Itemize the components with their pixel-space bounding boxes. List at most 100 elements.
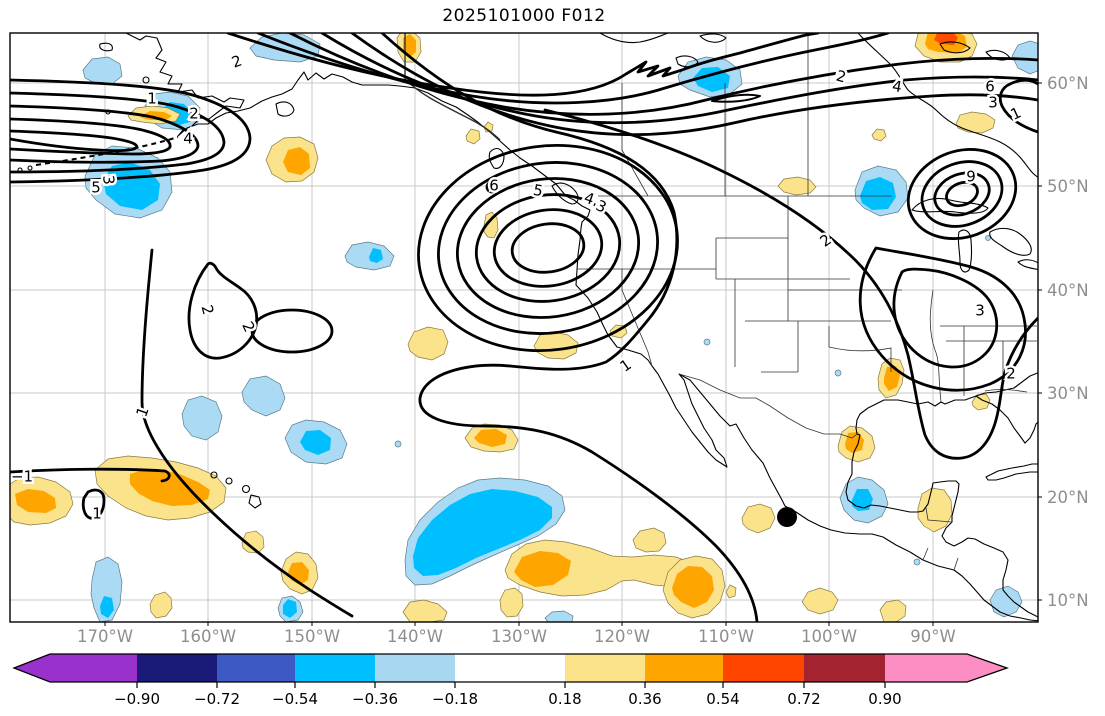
colorbar-tick-label: 0.18 — [548, 690, 581, 708]
negative-anomaly-patches-shape — [181, 395, 223, 441]
positive-anomaly-cores-shape — [403, 34, 416, 57]
coastlines — [17, 33, 1038, 622]
contour-lines-shape — [858, 246, 1027, 392]
positive-anomaly-patches-shape — [879, 599, 907, 622]
positive-anomaly-patches-shape — [483, 211, 499, 239]
colorbar-segment — [217, 654, 295, 682]
contour-label: 1 — [1008, 103, 1024, 123]
colorbar-segment — [50, 654, 137, 682]
contour-lines-shape — [510, 222, 586, 274]
coastlines-shape — [699, 33, 727, 43]
contour-lines-shape — [10, 78, 252, 184]
colorbar-tick-label: −0.90 — [114, 690, 160, 708]
x-tick-label: 100°W — [801, 627, 857, 646]
negative-anomaly-cores-shape — [300, 430, 331, 455]
x-tick-label: 170°W — [77, 627, 133, 646]
positive-anomaly-patches-shape — [241, 530, 265, 554]
contour-label: 1 — [617, 355, 635, 375]
negative-anomaly-cores-shape — [283, 599, 297, 618]
coastlines-shape — [845, 395, 1038, 618]
positive-anomaly-cores-shape — [140, 111, 172, 120]
state-province-borders-shape — [828, 346, 892, 372]
positive-anomaly-cores-shape — [130, 469, 210, 506]
contour-label: 9 — [966, 168, 976, 186]
positive-anomaly-patches-shape — [725, 584, 737, 599]
contour-label: 3 — [988, 94, 998, 112]
y-tick-label: 10°N — [1047, 591, 1089, 610]
y-tick-label: 40°N — [1047, 281, 1089, 300]
contour-lines-shape — [320, 33, 1038, 125]
positive-anomaly-patches-shape — [955, 111, 996, 134]
colorbar-segment — [295, 654, 375, 682]
positive-anomaly-patches-shape — [465, 128, 481, 145]
coastlines-shape — [99, 42, 113, 52]
colorbar-segment — [723, 654, 804, 682]
negative-anomaly-cores-shape — [103, 162, 160, 210]
colorbar-segment — [565, 654, 645, 682]
coastlines-shape — [957, 229, 973, 273]
contour-lines-shape — [474, 193, 622, 303]
contour-lines-shape — [10, 129, 139, 153]
coastlines-shape — [35, 136, 179, 166]
colorbar-right-arrow — [967, 654, 1007, 682]
contour-label: 3 — [975, 302, 985, 320]
positive-anomaly-patches-shape — [801, 587, 839, 615]
coastlines-shape — [1017, 259, 1038, 271]
chart-title: 2025101000 F012 — [442, 6, 606, 26]
positive-anomaly-patches-shape — [777, 176, 817, 196]
colorbar-segment — [645, 654, 723, 682]
coastlines-shape — [241, 484, 251, 494]
contour-lines-shape — [920, 160, 1004, 228]
positive-anomaly-patches-shape — [407, 326, 449, 361]
colorbar-segment — [455, 654, 565, 682]
contour-lines-shape — [10, 91, 226, 174]
x-tick-label: 90°W — [910, 627, 956, 646]
y-tick-label: 60°N — [1047, 74, 1089, 93]
positive-anomaly-patches-shape — [632, 527, 667, 553]
y-tick-label: 20°N — [1047, 488, 1089, 507]
contour-label: −1 — [11, 468, 33, 486]
negative-anomaly-cores — [100, 67, 896, 618]
colorbar-tick-label: 0.90 — [868, 690, 901, 708]
coastlines-shape — [599, 33, 669, 44]
contour-lines-shape — [543, 108, 1038, 460]
colorbar-tick-label: −0.54 — [272, 690, 318, 708]
axis-tick-labels: 170°W 160°W 150°W 140°W 130°W 120°W 110°W 100°W… — [77, 74, 1089, 646]
contour-label: 1 — [92, 505, 102, 523]
negative-anomaly-cores-shape — [369, 248, 383, 263]
coastlines-shape — [985, 463, 1038, 481]
contour-lines-shape — [711, 93, 761, 103]
negative-anomaly-patches-shape — [913, 558, 921, 566]
contour-lines-shape — [140, 248, 354, 618]
contour-lines-shape — [485, 180, 499, 194]
colorbar-segment — [804, 654, 885, 682]
colorbar-outline — [12, 653, 1009, 683]
contour-label: 2 — [189, 105, 199, 123]
negative-anomaly-patches-shape — [985, 235, 991, 241]
colorbar-tick-label: −0.36 — [352, 690, 398, 708]
coastlines-shape — [551, 182, 579, 205]
x-tick-label: 130°W — [491, 627, 547, 646]
negative-anomaly-cores-shape — [860, 177, 896, 210]
state-province-borders-shape — [678, 373, 858, 439]
contour-label: 2 — [198, 303, 218, 317]
contour-label: 6 — [985, 78, 995, 96]
coastlines-shape — [225, 477, 233, 485]
contour-lines-shape — [417, 143, 679, 353]
negative-anomaly-patches-shape — [1011, 40, 1038, 75]
negative-anomaly-cores-shape — [100, 596, 114, 618]
state-province-borders-shape — [404, 33, 501, 141]
y-tick-label: 50°N — [1047, 177, 1089, 196]
positive-anomaly-patches-shape — [533, 331, 579, 360]
contour-lines-shape — [10, 467, 171, 483]
contour-label: 5 — [532, 181, 545, 200]
station-marker-dot — [777, 507, 797, 527]
contour-label: 4 — [183, 130, 193, 148]
contour-lines-shape — [906, 148, 1018, 240]
contour-lines — [10, 33, 1038, 622]
colorbar-tick-label: −0.18 — [432, 690, 478, 708]
contour-label: 5 — [91, 179, 101, 197]
contour-label: 2 — [238, 319, 258, 335]
